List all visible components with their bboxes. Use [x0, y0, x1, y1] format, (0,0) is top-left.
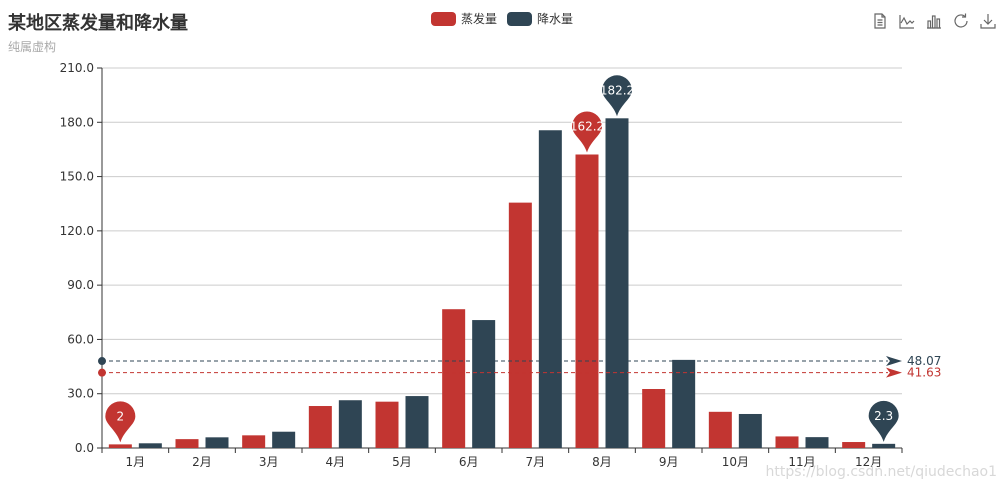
chart-title: 某地区蒸发量和降水量	[8, 13, 188, 34]
bar-evaporation[interactable]	[175, 439, 199, 448]
x-tick-label: 4月	[326, 455, 346, 469]
bar-precipitation[interactable]	[672, 359, 696, 448]
toolbox	[871, 12, 997, 30]
mark-point-pin	[868, 400, 899, 442]
average-line-label: 41.63	[907, 366, 941, 380]
average-line-arrow	[886, 356, 902, 367]
x-tick-label: 5月	[392, 455, 412, 469]
bar-precipitation[interactable]	[205, 437, 229, 448]
legend-item-series1[interactable]: 蒸发量	[431, 10, 497, 27]
bar-precipitation[interactable]	[405, 396, 429, 448]
average-line-label: 48.07	[907, 354, 941, 368]
x-tick-label: 10月	[722, 455, 749, 469]
y-tick-label: 0.0	[75, 441, 94, 455]
y-tick-label: 180.0	[60, 115, 94, 129]
mark-point-label: 182.2	[600, 83, 634, 97]
legend-item-series2[interactable]: 降水量	[507, 10, 573, 27]
bar-precipitation[interactable]	[138, 443, 162, 448]
bar-precipitation[interactable]	[472, 320, 496, 448]
save-image-icon[interactable]	[979, 12, 997, 30]
watermark: https://blog.csdn.net/qiudechao1	[765, 464, 997, 480]
legend-label-series2: 降水量	[537, 12, 574, 26]
mark-point-label: 2	[117, 409, 125, 423]
average-line-start	[98, 357, 106, 366]
mark-point-label: 2.3	[874, 409, 893, 423]
y-tick-label: 30.0	[67, 387, 94, 401]
x-tick-label: 11月	[788, 455, 815, 469]
bar-evaporation[interactable]	[375, 401, 399, 448]
y-tick-label: 150.0	[60, 170, 94, 184]
bar-evaporation[interactable]	[442, 309, 466, 448]
x-tick-label: 8月	[592, 455, 612, 469]
x-tick-label: 3月	[259, 455, 279, 469]
mark-point-pin	[602, 75, 632, 117]
bar-precipitation[interactable]	[538, 130, 562, 448]
bar-evaporation[interactable]	[242, 435, 266, 448]
y-tick-label: 90.0	[67, 278, 94, 292]
bar-precipitation[interactable]	[872, 443, 896, 448]
bar-evaporation[interactable]	[642, 389, 666, 448]
y-tick-label: 60.0	[67, 332, 94, 346]
x-tick-label: 9月	[659, 455, 679, 469]
mark-point-pin	[105, 401, 136, 443]
x-tick-label: 1月	[126, 455, 146, 469]
chart-subtitle: 纯属虚构	[8, 40, 57, 54]
x-tick-label: 6月	[459, 455, 479, 469]
x-tick-label: 12月	[855, 455, 882, 469]
bar-precipitation[interactable]	[738, 413, 762, 448]
legend: 蒸发量 降水量	[431, 10, 573, 27]
bar-evaporation[interactable]	[575, 154, 599, 448]
y-tick-label: 210.0	[60, 61, 94, 75]
bar-evaporation[interactable]	[842, 442, 866, 448]
bar-evaporation[interactable]	[775, 436, 799, 448]
line-chart-icon[interactable]	[898, 12, 916, 30]
legend-swatch-series2	[507, 11, 533, 26]
bar-evaporation[interactable]	[108, 444, 132, 448]
data-view-icon[interactable]	[871, 12, 889, 30]
bar-precipitation[interactable]	[338, 400, 362, 448]
bar-evaporation[interactable]	[708, 411, 732, 448]
average-line-start	[98, 368, 106, 377]
bar-precipitation[interactable]	[805, 437, 829, 448]
mark-point-pin	[572, 111, 602, 153]
bar-precipitation[interactable]	[605, 118, 629, 449]
x-tick-label: 7月	[526, 455, 546, 469]
legend-swatch-series1	[431, 11, 456, 26]
average-line-arrow	[886, 367, 902, 378]
restore-icon[interactable]	[952, 12, 970, 30]
mark-point-label: 162.2	[570, 119, 604, 133]
y-tick-label: 120.0	[60, 224, 94, 238]
bar-chart-icon[interactable]	[925, 12, 943, 30]
bar-precipitation[interactable]	[272, 431, 296, 448]
x-tick-label: 2月	[192, 455, 212, 469]
bar-evaporation[interactable]	[508, 202, 532, 448]
legend-label-series1: 蒸发量	[461, 12, 498, 26]
bar-evaporation[interactable]	[308, 406, 332, 448]
